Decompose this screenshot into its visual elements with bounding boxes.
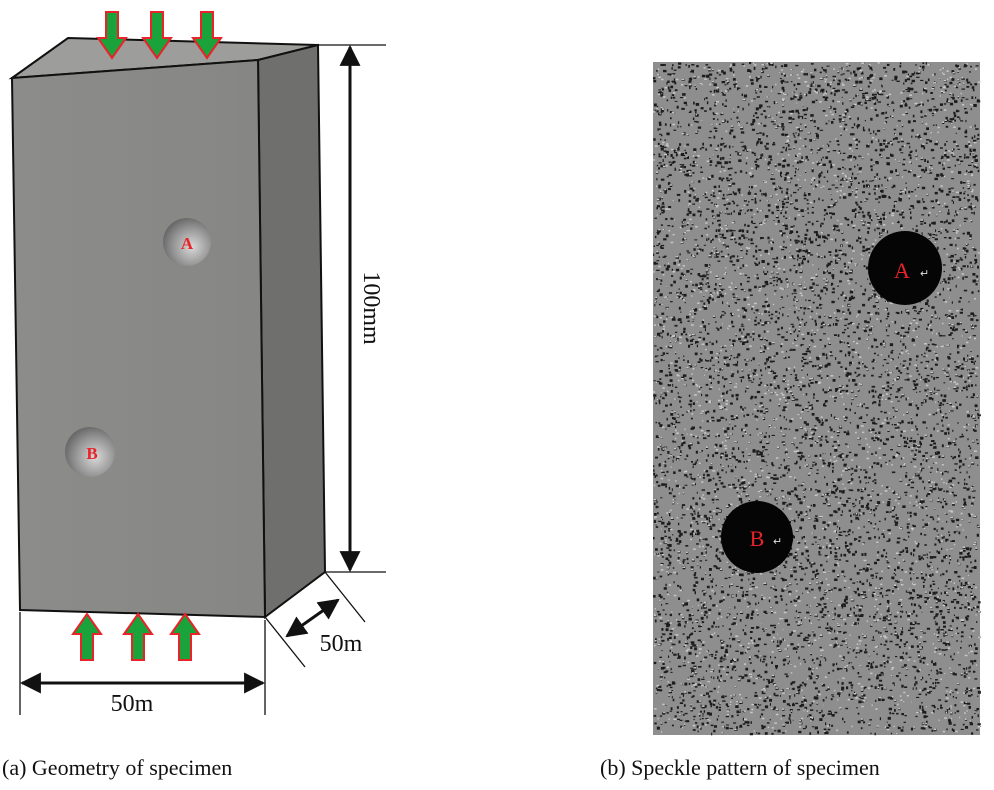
arrow-up xyxy=(73,614,101,660)
dim-width: 50m xyxy=(111,691,154,717)
speckle-image: A B ↵ ↵ xyxy=(653,62,981,735)
hole-label: B xyxy=(750,526,765,551)
hole-label: A xyxy=(181,234,194,253)
ext-line xyxy=(265,617,305,667)
specimen-geometry: A B 100mm 50m 50m xyxy=(12,12,386,717)
side-face xyxy=(258,45,325,617)
hole-label: B xyxy=(86,444,97,463)
dim-depth: 50m xyxy=(320,631,363,657)
caption: (a) Geometry of specimen xyxy=(2,755,232,780)
return-mark: ↵ xyxy=(773,536,782,548)
arrow-up xyxy=(171,614,199,660)
caption: (b) Speckle pattern of specimen xyxy=(600,755,880,780)
ext-line xyxy=(325,572,365,622)
hole-label: A xyxy=(894,258,910,283)
dim-height: 100mm xyxy=(358,271,384,345)
return-mark: ↵ xyxy=(920,268,929,280)
front-face xyxy=(12,60,265,617)
arrow-up xyxy=(124,614,152,660)
figure: A B 100mm 50m 50m (a) Geometry of specim… xyxy=(0,0,994,790)
